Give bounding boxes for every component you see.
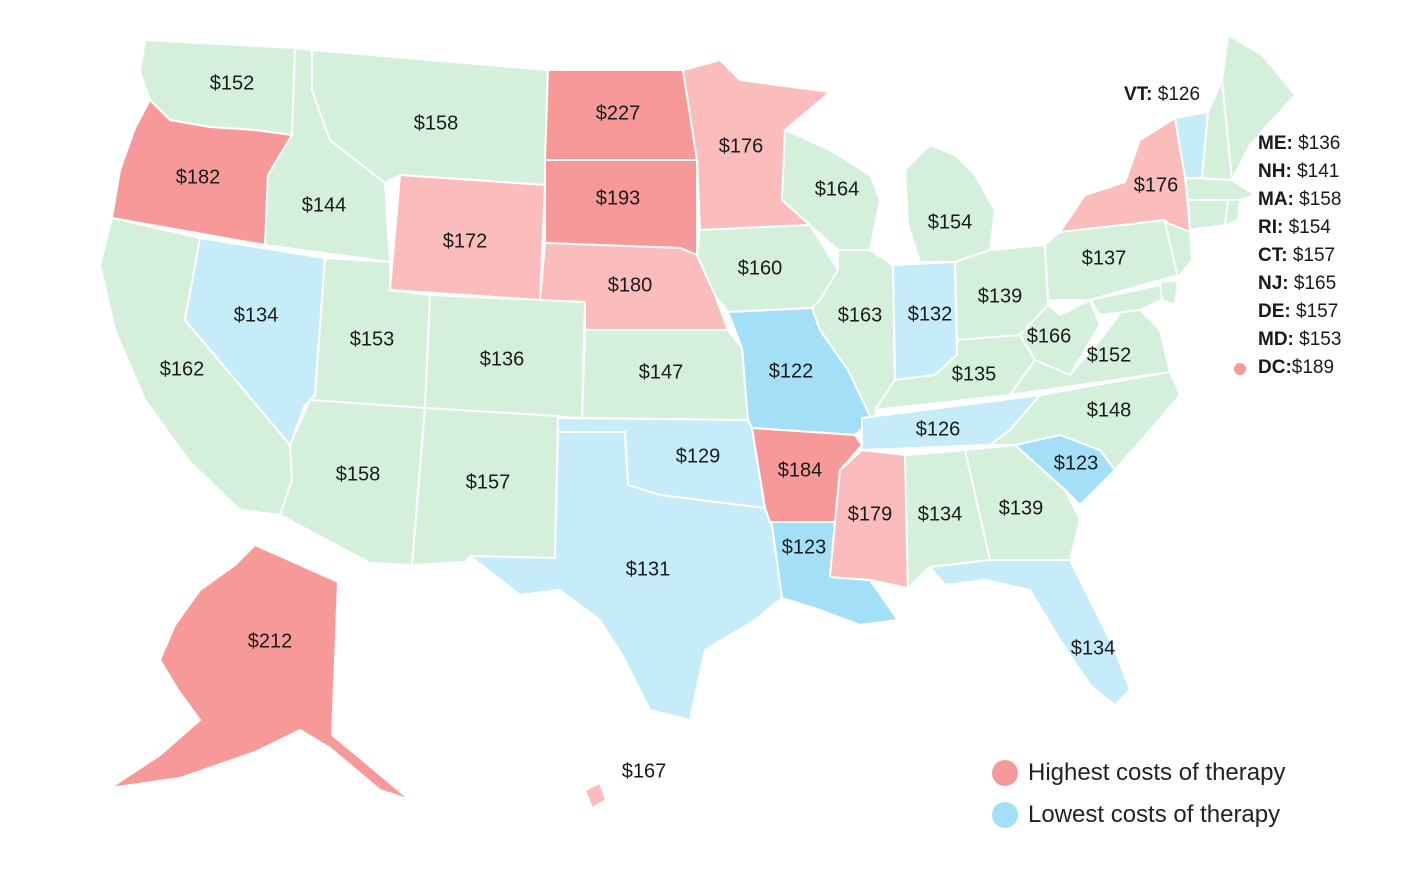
state-cost-label-WA: $152 [210, 72, 255, 94]
small-state-list: ME: $136 NH: $141 MA: $158 RI: $154 CT: … [1234, 130, 1341, 382]
state-cost-label-NC: $148 [1087, 399, 1132, 421]
small-state-row: RI: $154 [1258, 214, 1341, 242]
state-cost-label-SD: $193 [596, 187, 641, 209]
small-state-row: NJ: $165 [1258, 270, 1341, 298]
small-state-abbr: CT: [1258, 245, 1288, 266]
small-state-row: DE: $157 [1258, 298, 1341, 326]
state-MS[interactable] [829, 449, 909, 589]
state-NJ[interactable] [1164, 221, 1193, 279]
state-CT[interactable] [1187, 199, 1229, 231]
small-state-row: MA: $158 [1258, 186, 1341, 214]
state-MA[interactable] [1184, 177, 1256, 201]
small-state-cost: $153 [1299, 329, 1342, 350]
state-cost-label-MN: $176 [719, 135, 764, 157]
vermont-callout: VT: $126 [1124, 84, 1200, 106]
vermont-callout-abbr: VT: [1124, 84, 1153, 105]
state-cost-label-OR: $182 [176, 166, 221, 188]
state-cost-label-AK: $212 [248, 630, 293, 652]
state-FL[interactable] [929, 559, 1131, 706]
state-cost-label-ND: $227 [596, 102, 641, 124]
small-state-cost: $136 [1298, 133, 1341, 154]
small-state-cost: $157 [1292, 245, 1336, 266]
state-cost-label-NV: $134 [234, 304, 279, 326]
state-MD[interactable] [1089, 284, 1163, 316]
small-state-cost: $154 [1288, 217, 1331, 238]
state-RI[interactable] [1224, 199, 1241, 226]
state-cost-label-KS: $147 [639, 361, 684, 383]
small-state-row: NH: $141 [1258, 158, 1341, 186]
state-cost-label-MT: $158 [414, 112, 459, 134]
small-state-abbr: NJ: [1258, 273, 1289, 294]
small-state-cost: $141 [1297, 161, 1340, 182]
state-HI[interactable] [584, 782, 607, 809]
small-state-abbr: NH: [1258, 161, 1292, 182]
state-cost-label-GA: $139 [999, 497, 1044, 519]
state-cost-label-TX: $131 [626, 558, 671, 580]
small-state-abbr: DE: [1258, 301, 1291, 322]
small-state-abbr: DC: [1258, 357, 1292, 378]
state-cost-label-AR: $184 [778, 459, 823, 481]
state-TX[interactable] [469, 431, 783, 721]
legend: Highest costs of therapy Lowest costs of… [992, 752, 1285, 836]
small-state-abbr: ME: [1258, 133, 1293, 154]
state-MI[interactable] [904, 144, 996, 263]
small-state-cost: $157 [1296, 301, 1339, 322]
state-cost-label-TN: $126 [916, 418, 961, 440]
legend-item-highest: Highest costs of therapy [992, 752, 1285, 794]
state-AK[interactable] [109, 544, 411, 801]
state-cost-label-KY: $135 [952, 363, 997, 385]
small-state-cost: $189 [1291, 357, 1335, 378]
legend-label-highest: Highest costs of therapy [1028, 759, 1286, 786]
small-state-row-dc: DC:$189 [1234, 354, 1341, 382]
state-cost-label-NE: $180 [608, 274, 653, 296]
state-DE[interactable] [1159, 279, 1179, 306]
state-cost-label-HI: $167 [622, 760, 667, 782]
dc-highlight-dot [1234, 363, 1246, 375]
state-cost-label-OK: $129 [676, 445, 721, 467]
state-cost-label-IN: $132 [908, 303, 953, 325]
small-state-abbr: RI: [1258, 217, 1284, 238]
state-WV[interactable] [1019, 299, 1101, 376]
state-cost-label-UT: $153 [350, 328, 395, 350]
state-cost-label-LA: $123 [782, 536, 827, 558]
state-cost-label-CA: $162 [160, 358, 205, 380]
state-cost-label-VA: $152 [1087, 344, 1132, 366]
state-cost-label-NM: $157 [466, 471, 511, 493]
state-NC[interactable] [989, 371, 1181, 471]
state-cost-label-AZ: $158 [336, 463, 381, 485]
small-state-cost: $165 [1293, 273, 1337, 294]
state-cost-label-MS: $179 [848, 503, 893, 525]
state-cost-label-CO: $136 [480, 348, 525, 370]
small-state-abbr: MD: [1258, 329, 1294, 350]
state-cost-label-NY: $176 [1134, 174, 1179, 196]
small-state-cost: $158 [1299, 189, 1342, 210]
small-state-row: MD: $153 [1258, 326, 1341, 354]
small-state-row: CT: $157 [1258, 242, 1341, 270]
state-cost-label-MO: $122 [769, 360, 814, 382]
state-IL[interactable] [811, 249, 896, 421]
state-cost-label-PA: $137 [1082, 247, 1127, 269]
state-cost-label-IA: $160 [738, 257, 783, 279]
legend-swatch-lowest [992, 802, 1018, 828]
state-cost-label-FL: $134 [1071, 637, 1116, 659]
legend-label-lowest: Lowest costs of therapy [1028, 801, 1281, 828]
state-cost-label-OH: $139 [978, 285, 1023, 307]
small-state-abbr: MA: [1258, 189, 1294, 210]
legend-item-lowest: Lowest costs of therapy [992, 794, 1285, 836]
state-cost-label-SC: $123 [1054, 452, 1099, 474]
small-state-row: ME: $136 [1258, 130, 1341, 158]
state-cost-label-WI: $164 [815, 178, 860, 200]
state-cost-label-IL: $163 [838, 304, 883, 326]
state-cost-label-WY: $172 [443, 230, 488, 252]
state-cost-label-AL: $134 [918, 503, 963, 525]
state-cost-label-WV: $166 [1027, 325, 1072, 347]
legend-swatch-highest [992, 760, 1018, 786]
vermont-callout-cost: $126 [1157, 84, 1201, 105]
state-cost-label-MI: $154 [928, 211, 973, 233]
state-cost-label-ID: $144 [302, 194, 347, 216]
